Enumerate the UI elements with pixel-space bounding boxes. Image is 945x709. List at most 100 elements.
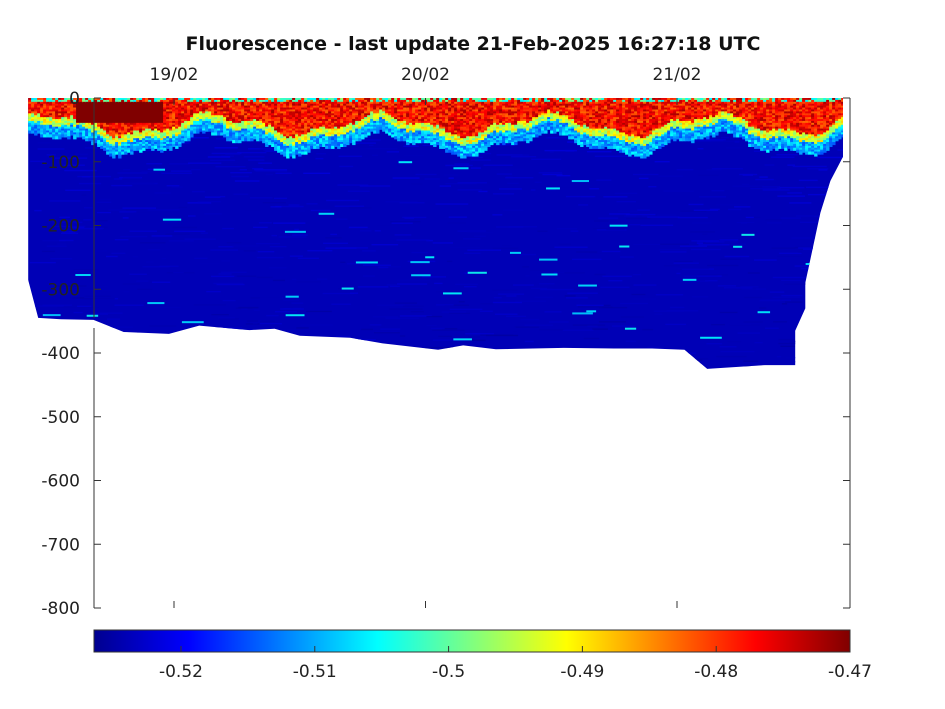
heatmap-cell [278, 236, 307, 238]
heatmap-cell [430, 132, 434, 136]
heatmap-cell [313, 145, 317, 149]
heatmap-cell [707, 264, 739, 267]
heatmap-cell [346, 117, 350, 121]
heatmap-cell [88, 117, 92, 121]
heatmap-cell [328, 128, 332, 132]
heatmap-cell [397, 138, 401, 142]
heatmap-cell [374, 230, 381, 232]
heatmap-cell [199, 115, 203, 119]
heatmap-cell [463, 122, 467, 126]
heatmap-cell [52, 109, 56, 113]
heatmap-cell [277, 124, 281, 128]
heatmap-cell [244, 128, 248, 132]
heatmap-cell [178, 136, 182, 140]
heatmap-cell [442, 113, 446, 117]
heatmap-cell [124, 147, 128, 151]
heatmap-cell [133, 143, 137, 148]
heatmap-cell [259, 120, 263, 125]
heatmap-cell [644, 350, 652, 353]
heatmap-cell [341, 287, 354, 290]
heatmap-cell [445, 103, 449, 107]
heatmap-cell [328, 111, 332, 115]
heatmap-cell [529, 109, 533, 113]
heatmap-cell [217, 126, 221, 130]
heatmap-cell [409, 130, 413, 134]
heatmap-cell [247, 119, 251, 123]
heatmap-cell [103, 326, 133, 328]
heatmap-cell [391, 119, 395, 123]
heatmap-cell [130, 111, 134, 115]
heatmap-cell [744, 365, 758, 368]
heatmap-cell [148, 140, 152, 144]
heatmap-cell [127, 105, 131, 109]
heatmap-cell [475, 109, 479, 113]
heatmap-cell [343, 126, 347, 130]
heatmap-cell [271, 113, 275, 117]
heatmap-cell [367, 132, 371, 136]
heatmap-cell [791, 237, 816, 239]
heatmap-cell [76, 122, 80, 126]
heatmap-cell [430, 103, 434, 107]
heatmap-cell [337, 98, 341, 102]
heatmap-cell [121, 149, 125, 153]
heatmap-cell [64, 132, 68, 136]
heatmap-cell [145, 119, 149, 123]
heatmap-cell [127, 140, 131, 144]
heatmap-cell [103, 120, 107, 125]
heatmap-cell [508, 115, 512, 119]
heatmap-cell [59, 216, 70, 219]
heatmap-cell [241, 128, 245, 132]
heatmap-cell [334, 136, 338, 140]
heatmap-cell [142, 105, 146, 109]
heatmap-cell [475, 138, 479, 142]
heatmap-cell [253, 136, 257, 140]
heatmap-cell [346, 140, 350, 144]
heatmap-cell [271, 124, 275, 128]
heatmap-cell [55, 119, 59, 123]
heatmap-cell [520, 128, 524, 132]
heatmap-cell [79, 130, 83, 134]
heatmap-cell [115, 140, 119, 144]
heatmap-cell [295, 105, 299, 109]
heatmap-cell [88, 136, 92, 140]
heatmap-cell [352, 140, 356, 144]
heatmap-cell [61, 101, 65, 105]
heatmap-cell [316, 122, 320, 126]
heatmap-cell [653, 310, 684, 312]
heatmap-cell [265, 141, 269, 146]
heatmap-cell [181, 130, 185, 134]
heatmap-cell [100, 119, 104, 123]
heatmap-cell [79, 122, 83, 126]
heatmap-cell [316, 143, 320, 148]
heatmap-cell [370, 109, 374, 113]
heatmap-cell [79, 119, 83, 123]
heatmap-cell [109, 130, 113, 134]
heatmap-cell [220, 132, 224, 136]
plot-area: 19/02 20/02 21/02 0-100-200-300-400-500-60… [28, 65, 851, 619]
heatmap-cell [217, 107, 221, 111]
heatmap-cell [355, 134, 359, 138]
heatmap-cell [481, 145, 485, 149]
heatmap-cell [160, 143, 164, 148]
heatmap-cell [259, 128, 263, 132]
heatmap-cell [490, 128, 494, 132]
heatmap-cell [211, 132, 215, 136]
heatmap-cell [94, 98, 98, 102]
heatmap-cell [214, 117, 218, 121]
heatmap-cell [45, 364, 77, 367]
heatmap-cell [313, 98, 317, 102]
heatmap-cell [217, 119, 221, 123]
heatmap-cell [280, 145, 284, 149]
heatmap-cell [427, 120, 431, 125]
heatmap-cell [82, 103, 86, 107]
heatmap-cell [202, 117, 206, 121]
heatmap-cell [397, 134, 401, 138]
heatmap-cell [316, 115, 320, 119]
heatmap-cell [115, 105, 119, 109]
heatmap-cell [349, 132, 353, 136]
heatmap-cell [235, 122, 239, 126]
heatmap-cell [448, 98, 452, 102]
heatmap-cell [814, 215, 824, 218]
heatmap-cell [82, 136, 86, 140]
heatmap-cell [468, 276, 487, 278]
